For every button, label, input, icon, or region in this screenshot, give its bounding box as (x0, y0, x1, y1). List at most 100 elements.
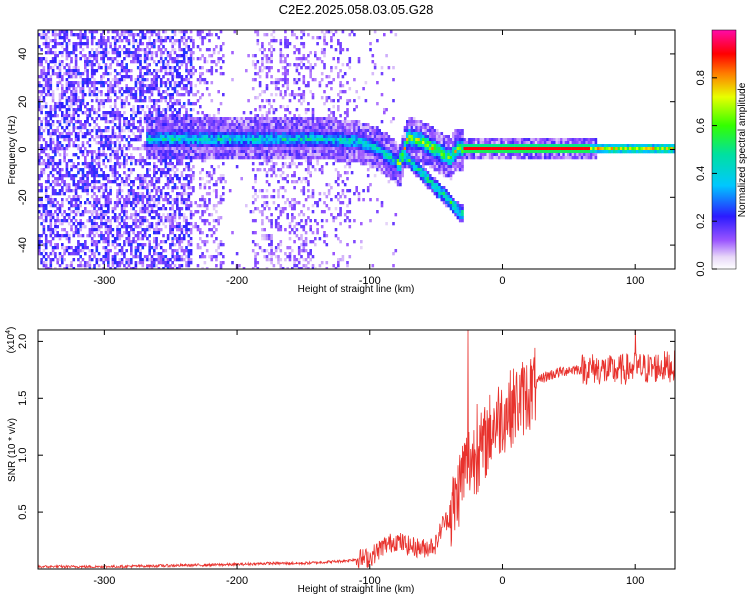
spectrogram-cell (178, 192, 181, 196)
spectrogram-cell (291, 90, 294, 94)
spectrogram-cell (104, 141, 108, 145)
spectrogram-cell (270, 255, 273, 259)
spectrogram-cell (143, 159, 147, 163)
spectrogram-cell (84, 54, 87, 58)
spectrogram-cell (130, 51, 133, 55)
spectrogram-cell (219, 141, 223, 145)
spectrogram-cell (164, 147, 168, 151)
spectrogram-cell (125, 258, 128, 262)
spectrogram-cell (130, 207, 133, 211)
spectrogram-cell (320, 30, 324, 34)
spectrogram-cell (150, 204, 154, 208)
spectrogram-cell (196, 135, 200, 139)
spectrogram-cell (100, 207, 103, 211)
spectrogram-cell (51, 162, 55, 166)
spectrogram-cell (256, 141, 260, 145)
spectrogram-cell (337, 120, 340, 124)
spectrogram-cell (148, 267, 151, 269)
spectrogram-cell (164, 39, 168, 43)
spectrogram-cell (79, 126, 82, 130)
spectrogram-cell (189, 249, 193, 253)
spectrogram-cell (286, 54, 289, 58)
spectrogram-cell (245, 204, 248, 208)
spectrogram-cell (125, 213, 128, 217)
spectrogram-cell (205, 147, 209, 151)
spectrogram-cell (272, 129, 276, 133)
spectrogram-cell (139, 153, 142, 157)
spectrogram-cell (217, 60, 220, 64)
spectrogram-cell (79, 81, 82, 85)
spectrogram-cell (332, 138, 335, 142)
spectrogram-cell (130, 144, 133, 148)
spectrogram-cell (320, 51, 324, 55)
spectrogram-cell (134, 195, 138, 199)
spectrogram-cell (70, 81, 73, 85)
spectrogram-cell (171, 120, 174, 124)
spectrogram-cell (270, 39, 273, 43)
spectrogram-cell (281, 135, 285, 139)
spectrogram-cell (153, 117, 156, 121)
spectrogram-cell (139, 147, 142, 151)
spectrogram-cell (265, 84, 269, 88)
spectrogram-cell (61, 192, 64, 196)
spectrogram-cell (113, 81, 117, 85)
spectrogram-cell (277, 126, 280, 130)
spectrogram-cell (300, 189, 303, 193)
spectrogram-cell (180, 153, 184, 157)
spectrogram-cell (84, 33, 87, 37)
spectrogram-cell (178, 132, 181, 136)
spectrogram-cell (224, 132, 227, 136)
spectrogram-cell (270, 129, 273, 133)
spectrogram-cell (127, 39, 131, 43)
spectrogram-cell (182, 87, 186, 91)
spectrogram-cell (44, 165, 48, 169)
spectrogram-cell (118, 81, 122, 85)
spectrogram-cell (123, 75, 126, 79)
spectrogram-cell (199, 36, 202, 40)
spectrogram-cell (231, 126, 234, 130)
spectrogram-cell (63, 72, 66, 76)
spectrogram-cell (47, 51, 50, 55)
spectrogram-cell (125, 216, 128, 220)
spectrogram-cell (107, 93, 110, 97)
spectrogram-cell (107, 174, 110, 178)
spectrogram-cell (116, 81, 119, 85)
spectrogram-cell (134, 159, 138, 163)
spectrogram-cell (240, 123, 243, 127)
spectrogram-cell (210, 69, 214, 73)
spectrogram-cell (157, 147, 161, 151)
spectrogram-cell (201, 210, 204, 214)
spectrogram-cell (222, 186, 225, 190)
spectrogram-cell (199, 66, 202, 70)
spectrogram-cell (146, 54, 149, 58)
spectrogram-cell (311, 231, 315, 235)
spectrogram-cell (58, 69, 62, 73)
spectrogram-cell (44, 210, 48, 214)
spectrogram-cell (258, 135, 262, 139)
spectrogram-cell (205, 48, 209, 52)
spectrogram-cell (189, 222, 193, 226)
spectrogram-cell (307, 180, 310, 184)
spectrogram-cell (231, 156, 234, 160)
spectrogram-cell (148, 252, 151, 256)
spectrogram-cell (79, 90, 82, 94)
spectrogram-cell (224, 135, 227, 139)
spectrogram-cell (194, 222, 197, 226)
spectrogram-cell (74, 75, 78, 79)
spectrogram-cell (67, 141, 71, 145)
spectrogram-cell (194, 123, 197, 127)
spectrogram-cell (136, 255, 140, 259)
spectrogram-cell (318, 141, 322, 145)
spectrogram-cell (134, 60, 138, 64)
spectrogram-cell (81, 102, 85, 106)
spectrogram-cell (185, 150, 188, 154)
spectrogram-cell (139, 162, 142, 166)
spectrogram-cell (61, 177, 64, 181)
spectrogram-cell (159, 54, 163, 58)
spectrogram-cell (300, 225, 303, 229)
spectrogram-cell (67, 216, 71, 220)
spectrogram-cell (180, 54, 184, 58)
spectrogram-cell (199, 138, 202, 142)
spectrogram-cell (277, 216, 280, 220)
spectrogram-cell (166, 162, 170, 166)
